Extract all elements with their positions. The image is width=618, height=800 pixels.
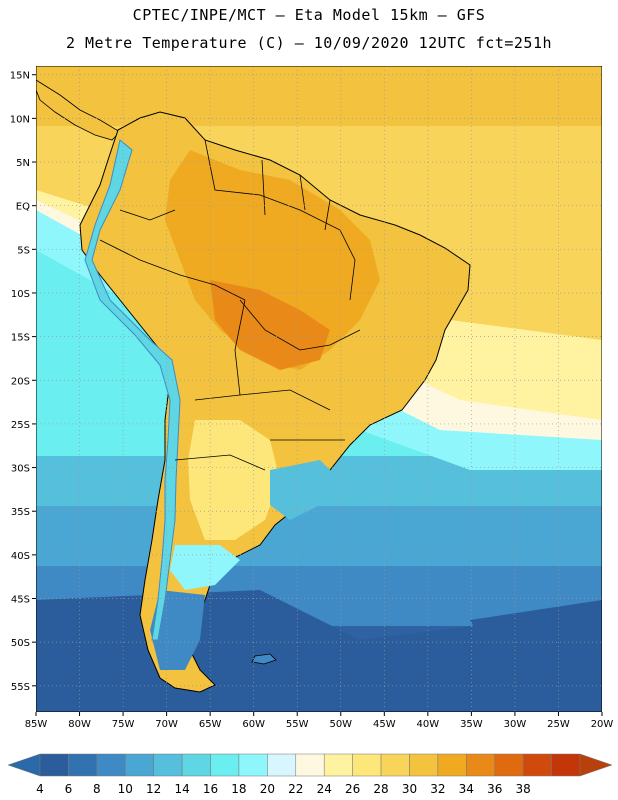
colorbar-swatch: [210, 753, 240, 777]
lat-tick-label: 15S: [11, 333, 30, 344]
lat-tick-label: 40S: [11, 551, 30, 562]
lat-tick-label: 45S: [11, 595, 30, 606]
colorbar-swatch: [409, 753, 439, 777]
colorbar-swatch: [39, 753, 69, 777]
lon-tick-label: 60W: [242, 719, 265, 730]
lat-tick-label: EQ: [16, 202, 30, 213]
colorbar-label: 26: [345, 782, 360, 796]
map-title-line1: CPTEC/INPE/MCT – Eta Model 15km – GFS: [132, 6, 486, 24]
lon-tick-label: 45W: [373, 719, 396, 730]
colorbar-swatch: [437, 753, 467, 777]
andes-cold-strip: [84, 139, 181, 641]
lat-tick-label: 10N: [10, 114, 30, 125]
colorbar-swatch: [380, 753, 410, 777]
colorbar-label: 28: [373, 782, 388, 796]
lon-tick-label: 35W: [460, 719, 483, 730]
colorbar-label: 34: [459, 782, 474, 796]
colorbar-label: 16: [203, 782, 218, 796]
colorbar-swatch: [181, 753, 211, 777]
lon-tick-label: 85W: [25, 719, 48, 730]
lon-tick-label: 70W: [155, 719, 178, 730]
lat-tick-label: 20S: [11, 376, 30, 387]
colorbar-swatch: [96, 753, 126, 777]
falkland-islands: [251, 653, 277, 665]
lon-tick-label: 30W: [504, 719, 527, 730]
colorbar-swatch: [522, 753, 552, 777]
lat-tick-label: 30S: [11, 464, 30, 475]
longitude-ticks: 85W 80W 75W 70W 65W 60W 55W 50W 45W 40W 35W 30W 25W 2…: [25, 712, 614, 730]
temperature-colorbar: 4 6 8 10 12 14 16 18 20 22 24 26 28 30 32 34 36 38: [7, 753, 613, 796]
lat-tick-label: 25S: [11, 420, 30, 431]
lon-tick-label: 80W: [68, 719, 91, 730]
colorbar-swatch: [551, 753, 581, 777]
colorbar-label: 22: [288, 782, 303, 796]
central-america: [36, 79, 121, 141]
country-borders: [99, 139, 361, 471]
colorbar-label: 18: [231, 782, 246, 796]
lon-tick-label: 55W: [286, 719, 309, 730]
colorbar-swatch: [466, 753, 495, 777]
lon-tick-label: 50W: [329, 719, 352, 730]
colorbar-label: 24: [317, 782, 332, 796]
colorbar-swatch: [494, 753, 524, 777]
colorbar-label: 32: [430, 782, 445, 796]
temperature-map: 85W 80W 75W 70W 65W 60W 55W 50W 45W 40W 35W 30W 25W 2…: [10, 66, 614, 730]
colorbar-label: 10: [118, 782, 133, 796]
colorbar-swatch: [352, 753, 382, 777]
colorbar-swatch: [68, 753, 98, 777]
lat-tick-label: 15N: [10, 71, 30, 82]
lat-tick-label: 35S: [11, 507, 30, 518]
colorbar-swatch: [125, 753, 154, 777]
colorbar-label: 38: [516, 782, 531, 796]
colorbar-swatch: [295, 753, 325, 777]
colorbar-swatch: [238, 753, 268, 777]
map-title-line2: 2 Metre Temperature (C) – 10/09/2020 12U…: [65, 34, 553, 52]
colorbar-label: 8: [93, 782, 101, 796]
colorbar-label: 6: [65, 782, 73, 796]
colorbar-label: 12: [146, 782, 161, 796]
lat-tick-label: 5N: [16, 158, 30, 169]
colorbar-label: 20: [260, 782, 275, 796]
colorbar-label: 14: [174, 782, 189, 796]
lon-tick-label: 25W: [547, 719, 570, 730]
colorbar-label: 30: [402, 782, 417, 796]
lon-tick-label: 40W: [417, 719, 440, 730]
lon-tick-label: 65W: [199, 719, 222, 730]
colorbar-label: 36: [487, 782, 502, 796]
lat-tick-label: 55S: [11, 682, 30, 693]
latitude-ticks: 15N 10N 5N EQ 5S 10S 15S 20S 25S 30S 35S 40S 45S 50S 5…: [10, 71, 36, 693]
colorbar-swatch: [153, 753, 183, 777]
colorbar-low-arrow: [7, 753, 41, 777]
lon-tick-label: 20W: [591, 719, 614, 730]
lat-tick-label: 10S: [11, 289, 30, 300]
lat-tick-label: 5S: [17, 245, 30, 256]
map-plot-area: [36, 66, 602, 712]
lat-tick-label: 50S: [11, 638, 30, 649]
colorbar-swatch: [323, 753, 353, 777]
colorbar-swatch: [267, 753, 297, 777]
lon-tick-label: 75W: [112, 719, 135, 730]
colorbar-high-arrow: [579, 753, 613, 777]
colorbar-label: 4: [36, 782, 44, 796]
